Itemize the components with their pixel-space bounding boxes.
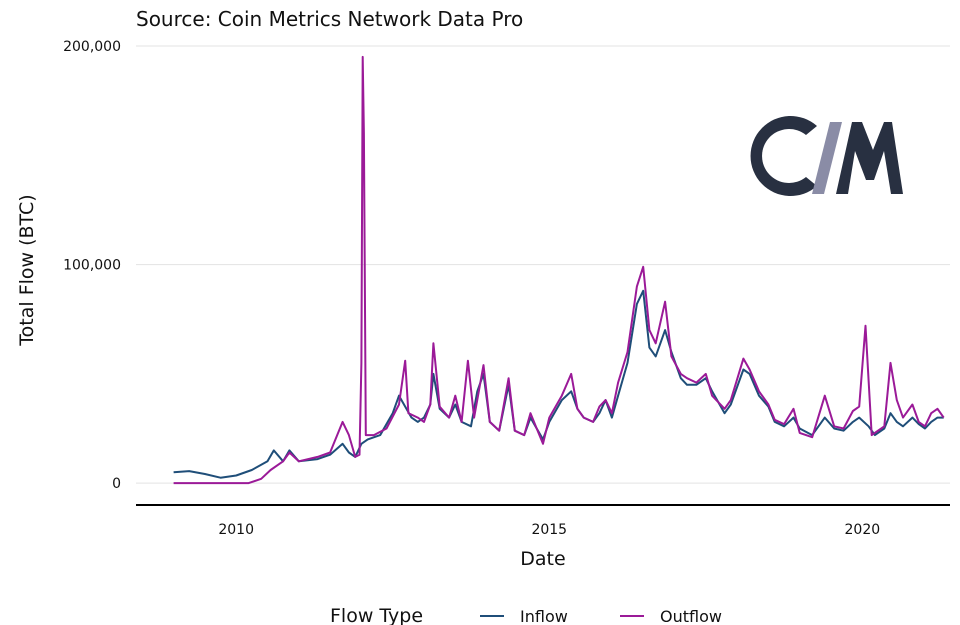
x-axis-title: Date [520,548,565,570]
x-tick-label: 2015 [531,522,567,538]
y-tick-label: 100,000 [63,258,121,274]
legend-label-inflow: Inflow [520,607,568,625]
logo-c-shape [750,116,817,196]
y-axis-labels: 0 100,000 200,000 [63,39,121,492]
x-tick-label: 2020 [845,522,881,538]
series-line-outflow [173,55,945,485]
logo-m-shape [836,122,903,194]
y-axis-title: Total Flow (BTC) [16,194,38,346]
grid-lines [136,45,950,484]
y-tick-label: 0 [112,476,121,492]
legend: Flow Type Inflow Outflow [330,605,722,625]
legend-label-outflow: Outflow [660,607,722,625]
legend-items: Inflow Outflow [480,607,722,625]
series-layer [173,55,945,485]
x-axis-labels: 2010 2015 2020 [218,522,880,538]
series-line-inflow [173,289,944,479]
chart-subtitle: Source: Coin Metrics Network Data Pro [136,7,523,31]
legend-title: Flow Type [330,605,423,625]
logo-stripe [812,122,842,194]
cm-logo [750,116,903,196]
x-tick-label: 2010 [218,522,254,538]
y-tick-label: 200,000 [63,39,121,55]
